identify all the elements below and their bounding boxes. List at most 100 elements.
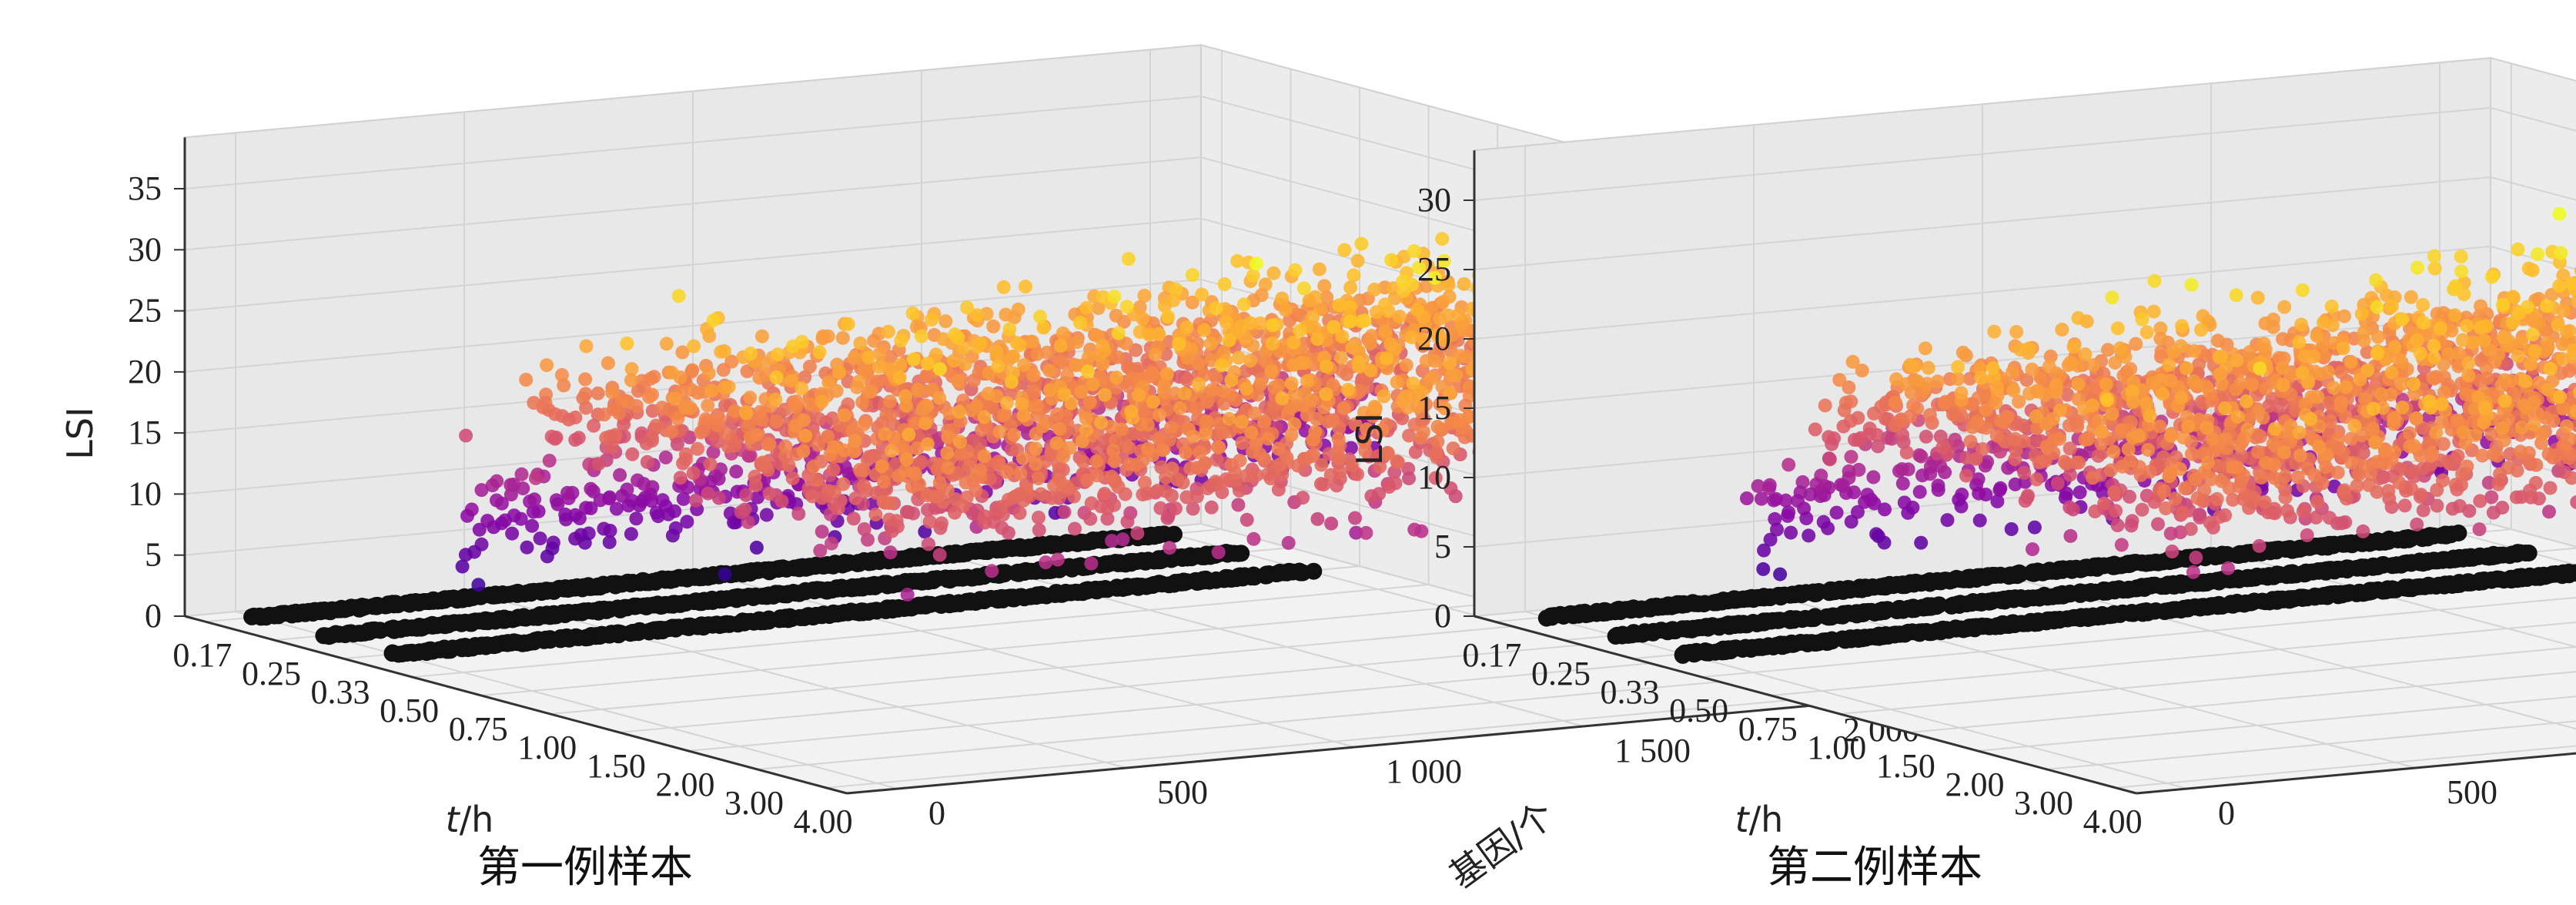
data-point	[520, 540, 534, 555]
data-point	[835, 330, 850, 345]
data-point	[1306, 432, 1320, 447]
data-point	[701, 366, 716, 380]
data-point	[664, 424, 679, 439]
data-point	[1034, 487, 1048, 501]
data-point	[1157, 299, 1172, 313]
data-point	[915, 402, 930, 417]
data-point	[315, 627, 333, 645]
data-point	[1094, 415, 1109, 430]
data-point	[1287, 387, 1302, 402]
data-point	[1257, 414, 1272, 429]
y-axis-label: 基因/个	[1442, 793, 1562, 897]
data-point	[1316, 401, 1331, 414]
data-point	[1183, 461, 1198, 476]
data-point	[1013, 466, 1028, 481]
data-point	[655, 401, 669, 415]
x-tick-label: 0.75	[449, 710, 508, 748]
data-point	[1090, 328, 1105, 343]
data-point	[706, 313, 721, 327]
x-tick-label: 4.00	[794, 803, 853, 840]
data-point	[1216, 384, 1230, 399]
data-point	[590, 386, 605, 401]
data-point	[1179, 490, 1194, 504]
data-point	[1173, 401, 1187, 415]
data-point	[1287, 417, 1302, 431]
data-point	[1323, 468, 1338, 482]
data-point	[1164, 421, 1179, 435]
data-point	[785, 339, 800, 354]
data-point	[1209, 301, 1223, 316]
data-point	[1239, 381, 1254, 396]
data-point	[1110, 350, 1125, 364]
data-point	[658, 450, 673, 464]
data-point	[1079, 473, 1094, 488]
data-point	[1337, 243, 1352, 257]
data-point	[932, 362, 947, 377]
data-point	[841, 317, 855, 331]
data-point	[885, 524, 899, 538]
data-point	[1079, 300, 1094, 315]
data-point	[1026, 367, 1041, 382]
data-point	[805, 489, 820, 504]
data-point	[1352, 359, 1367, 374]
data-point	[1349, 525, 1363, 540]
data-point	[1247, 406, 1262, 421]
data-point	[701, 398, 715, 413]
data-point	[754, 329, 769, 344]
data-point	[1458, 398, 1473, 413]
data-point	[1132, 388, 1146, 403]
data-point	[1433, 311, 1447, 326]
z-tick-label: 30	[128, 230, 162, 268]
data-point	[748, 478, 763, 493]
data-point	[1332, 451, 1347, 466]
data-point	[1053, 338, 1068, 353]
data-point	[458, 548, 473, 562]
data-point	[832, 365, 846, 380]
data-point	[1016, 408, 1031, 423]
data-point	[1075, 434, 1089, 448]
data-point	[1246, 444, 1260, 459]
data-point	[1392, 310, 1407, 324]
data-point	[1296, 398, 1310, 413]
data-point	[1017, 357, 1032, 372]
data-point	[659, 337, 674, 351]
data-point	[1319, 359, 1333, 374]
data-point	[811, 437, 825, 452]
data-point	[964, 403, 979, 417]
data-point	[978, 509, 992, 524]
data-point	[1217, 277, 1232, 291]
data-point	[1119, 438, 1133, 453]
data-point	[1360, 422, 1374, 437]
data-point	[1157, 385, 1171, 399]
data-point	[579, 339, 594, 354]
data-point	[1179, 445, 1193, 460]
data-point	[1419, 354, 1434, 368]
data-point	[1253, 377, 1267, 391]
data-point	[935, 516, 948, 531]
data-point	[1109, 308, 1123, 323]
data-point	[1029, 441, 1043, 456]
data-point	[624, 527, 638, 541]
x-tick-label: 1.50	[587, 747, 646, 785]
data-point	[1436, 295, 1450, 310]
data-point	[986, 319, 1001, 334]
data-point	[605, 385, 620, 400]
data-point	[519, 373, 534, 387]
data-point	[1443, 356, 1457, 370]
data-point	[615, 488, 630, 503]
data-point	[1010, 565, 1028, 582]
data-point	[791, 507, 806, 521]
data-point	[795, 381, 809, 396]
z-axis-label: LSI	[59, 407, 101, 459]
data-point	[1090, 441, 1105, 455]
data-point	[852, 463, 867, 478]
data-point	[1250, 468, 1264, 482]
data-point	[918, 416, 932, 431]
data-point	[900, 588, 915, 602]
data-point	[1239, 364, 1253, 378]
data-point	[1079, 411, 1093, 426]
data-point	[919, 368, 934, 383]
data-point	[1060, 368, 1075, 383]
data-point	[1210, 427, 1225, 442]
